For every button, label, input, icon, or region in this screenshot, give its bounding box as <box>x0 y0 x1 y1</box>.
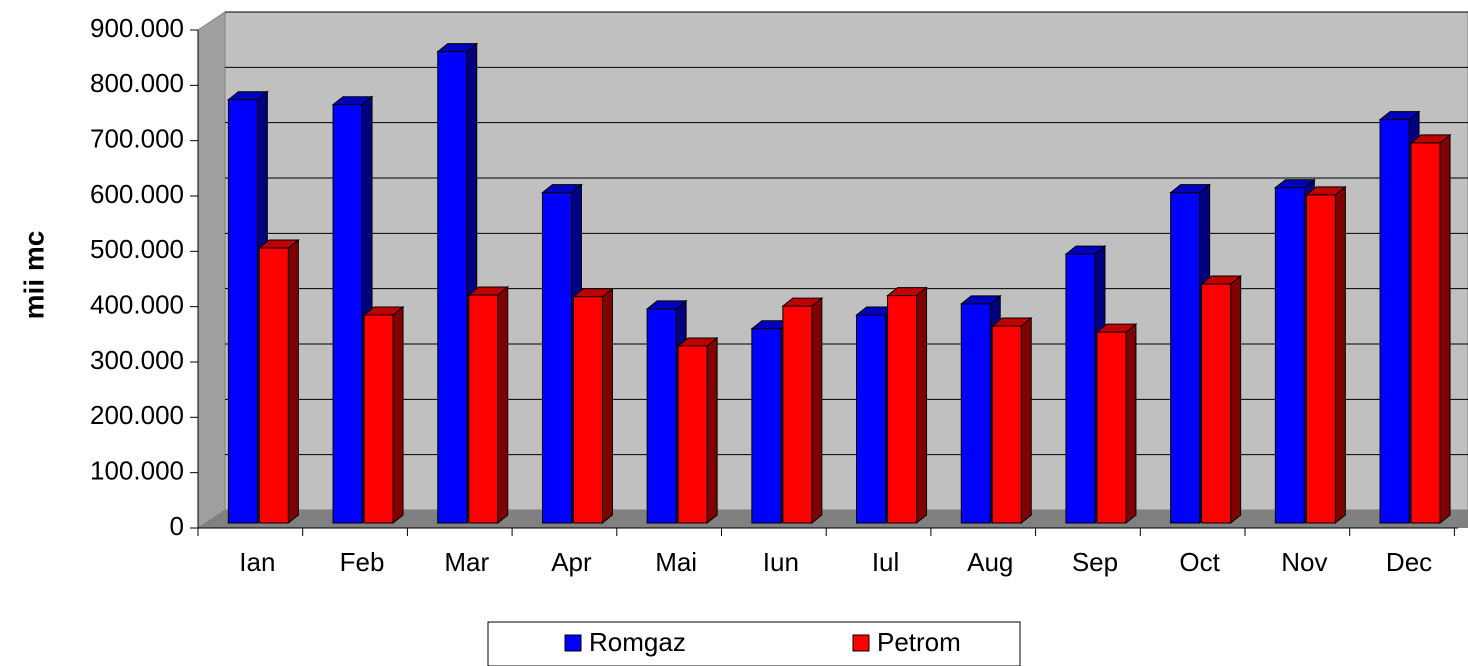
bar-front <box>363 314 394 524</box>
bar-front <box>1410 142 1441 524</box>
x-tick-label: Iun <box>763 547 799 577</box>
y-tick-label: 200.000 <box>90 400 184 430</box>
bar <box>676 336 719 525</box>
legend-label: Petrom <box>877 627 961 657</box>
bar-front <box>887 295 918 524</box>
bar-front <box>1170 192 1201 524</box>
x-tick-label: Apr <box>551 547 592 577</box>
x-tick-label: Nov <box>1281 547 1327 577</box>
bar-front <box>1379 119 1410 524</box>
y-axis-title: mii mc <box>18 231 49 320</box>
bar-front <box>960 303 991 524</box>
x-tick-label: Aug <box>967 547 1013 577</box>
side-wall <box>197 11 226 529</box>
y-tick-label: 500.000 <box>90 234 184 264</box>
bar-side <box>916 286 928 525</box>
bar-front <box>1305 194 1336 524</box>
bar <box>362 305 405 525</box>
x-tick-label: Feb <box>340 547 385 577</box>
bar-side <box>1230 274 1242 525</box>
x-tick-label: Dec <box>1386 547 1432 577</box>
bar-front <box>541 192 572 524</box>
y-tick-label: 300.000 <box>90 345 184 375</box>
bar-front <box>468 294 499 524</box>
bar-front <box>991 325 1022 524</box>
bar <box>1095 323 1138 525</box>
x-tick-label: Ian <box>239 547 275 577</box>
bar <box>467 286 510 525</box>
bar-front <box>856 314 887 524</box>
bar-side <box>392 305 404 525</box>
bar-front <box>677 345 708 524</box>
bar-front <box>227 99 258 524</box>
bar-front <box>572 296 603 524</box>
bar-front <box>258 247 289 524</box>
x-tick-label: Sep <box>1072 547 1118 577</box>
bar-side <box>287 238 299 525</box>
bar <box>257 238 300 525</box>
legend-swatch <box>564 634 582 652</box>
y-tick-label: 400.000 <box>90 290 184 320</box>
bar <box>1304 185 1347 525</box>
floor <box>198 510 1468 528</box>
x-tick-label: Oct <box>1179 547 1220 577</box>
legend-label: Romgaz <box>589 627 686 657</box>
y-tick-label: 100.000 <box>90 456 184 486</box>
bar-front <box>1274 187 1305 524</box>
bar-side <box>1020 316 1032 525</box>
y-tick-label: 0 <box>170 511 184 541</box>
bar-side <box>1439 133 1451 525</box>
bar <box>1409 133 1452 525</box>
bar-side <box>706 336 718 525</box>
bar-front <box>751 328 782 524</box>
bar-side <box>497 286 509 525</box>
bar-side <box>1334 185 1346 525</box>
x-tick-label: Mai <box>655 547 697 577</box>
bar-front <box>782 305 813 524</box>
bar <box>990 316 1033 525</box>
y-tick-label: 900.000 <box>90 13 184 43</box>
bar <box>572 287 614 525</box>
bar-side <box>1125 323 1137 525</box>
bar-front <box>1065 253 1096 524</box>
x-tick-label: Mar <box>444 547 489 577</box>
bar-side <box>811 297 823 525</box>
bar-front <box>1201 283 1232 524</box>
bar <box>781 297 824 525</box>
bar <box>1200 274 1243 525</box>
x-tick-label: Iul <box>872 547 899 577</box>
bar-front <box>1096 331 1127 524</box>
y-tick-label: 800.000 <box>90 68 184 98</box>
bar-front <box>437 51 468 524</box>
y-tick-label: 600.000 <box>90 179 184 209</box>
bar-front <box>646 308 677 524</box>
bar <box>886 286 928 525</box>
y-tick-label: 700.000 <box>90 124 184 154</box>
legend-swatch <box>852 634 870 652</box>
bar-front <box>332 104 363 524</box>
bar-side <box>601 287 613 525</box>
